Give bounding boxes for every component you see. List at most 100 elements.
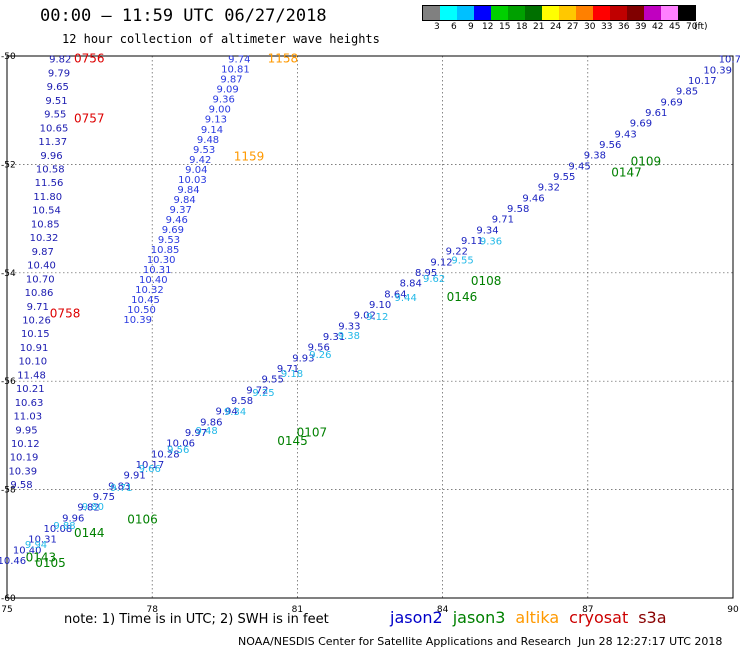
wave-height-label: 10.81 <box>221 65 250 76</box>
legend-swatch <box>423 6 440 20</box>
wave-height-label: 11.80 <box>33 192 62 203</box>
y-tick-label: -58 <box>1 486 16 496</box>
wave-height-label: 9.02 <box>354 311 376 322</box>
wave-height-label: 9.95 <box>15 425 37 436</box>
wave-height-label: 9.34 <box>476 225 498 236</box>
time-label: 0106 <box>127 512 158 526</box>
wave-height-label: 11.48 <box>17 370 46 381</box>
wave-height-label: 9.55 <box>262 375 284 386</box>
wave-height-label: 10.30 <box>147 255 176 266</box>
track-cryosat: 9.82 9.79 9.65 9.51 9.55 10.65 11.37 9.96 10.58 1… <box>8 52 104 491</box>
time-label: 0147 <box>611 166 642 180</box>
wave-height-label: 9.58 <box>231 396 253 407</box>
legend-swatch <box>610 6 627 20</box>
legend-swatch <box>678 6 695 20</box>
legend-swatch <box>559 6 576 20</box>
legend-swatch <box>627 6 644 20</box>
wave-height-label: 9.46 <box>522 193 544 204</box>
legend-swatch <box>542 6 559 20</box>
x-tick-label: 78 <box>146 605 158 615</box>
footer-credit: NOAA/NESDIS Center for Satellite Applica… <box>238 635 572 648</box>
legend-swatch <box>661 6 678 20</box>
wave-height-label: 10.85 <box>151 245 180 256</box>
time-label: 0757 <box>74 111 105 125</box>
wave-height-label: 9.88 <box>53 521 75 532</box>
wave-height-label: 9.71 <box>492 215 514 226</box>
wave-height-label: 9.80 <box>82 502 104 513</box>
page-title: 00:00 – 11:59 UTC 06/27/2018 <box>40 6 327 26</box>
legend-label: 3 <box>434 22 440 32</box>
legend-swatch <box>474 6 491 20</box>
footer-note: note: 1) Time is in UTC; 2) SWH is in fe… <box>64 612 329 627</box>
wave-height-label: 8.95 <box>415 268 437 279</box>
wave-height-label: 10.91 <box>20 343 49 354</box>
wave-height-label: 9.56 <box>308 343 330 354</box>
legend-label: 12 <box>482 22 494 32</box>
wave-height-label: 9.37 <box>170 205 192 216</box>
wave-height-label: 9.45 <box>568 161 590 172</box>
wave-height-label: 10.19 <box>10 453 39 464</box>
track-jason2: 10.7010.3910.179.859.699.619.699.439.569… <box>0 55 740 570</box>
x-tick-label: 84 <box>437 605 449 615</box>
wave-height-label: 9.93 <box>292 353 314 364</box>
legend-label: 27 <box>567 22 579 32</box>
color-legend-labels: 3 6 9 12 15 18 21 24 27 30 33 36 39 42 45 70 (ft) <box>422 22 740 34</box>
wave-height-label: 10.58 <box>36 165 65 176</box>
wave-height-label: 9.94 <box>25 540 47 551</box>
wave-height-label: 9.71 <box>27 302 49 313</box>
plot-frame <box>6 55 734 599</box>
legend-swatch <box>508 6 525 20</box>
wave-height-label: 9.74 <box>228 55 250 66</box>
axis-layer: 75 78 81 84 87 90 -50 -52 -54 -56 -58 -60 <box>1 52 739 615</box>
time-label: 0143 <box>26 550 57 564</box>
wave-height-label: 9.36 <box>480 236 502 247</box>
wave-height-label: 10.21 <box>16 384 45 395</box>
wave-height-label: 9.71 <box>277 364 299 375</box>
wave-height-label: 10.31 <box>28 535 57 546</box>
time-label: 0108 <box>471 274 502 288</box>
wave-height-label: 8.84 <box>400 279 422 290</box>
wave-height-label: 10.26 <box>22 315 51 326</box>
wave-height-label: 10.28 <box>151 449 180 460</box>
legend-label: 15 <box>499 22 511 32</box>
wave-height-label: 9.87 <box>32 247 54 258</box>
satellite-legend-jason2: jason2 <box>390 608 443 627</box>
wave-height-label: 9.44 <box>395 293 417 304</box>
wave-height-label: 9.86 <box>200 417 222 428</box>
wave-height-label: 11.56 <box>35 178 64 189</box>
x-tick-label: 90 <box>727 605 739 615</box>
wave-height-label: 9.69 <box>162 225 184 236</box>
time-label: 1159 <box>234 149 265 163</box>
wave-height-label: 9.56 <box>599 140 621 151</box>
wave-height-label: 9.56 <box>167 445 189 456</box>
wave-height-label: 9.18 <box>281 369 303 380</box>
wave-height-label: 9.38 <box>338 331 360 342</box>
legend-label: 9 <box>468 22 474 32</box>
wave-height-label: 9.96 <box>62 513 84 524</box>
wave-height-label: 9.82 <box>49 55 71 66</box>
wave-height-label: 10.03 <box>178 175 207 186</box>
wave-height-label: 9.53 <box>158 235 180 246</box>
wave-height-label: 10.06 <box>166 439 195 450</box>
legend-swatch <box>440 6 457 20</box>
legend-unit: (ft) <box>694 22 708 32</box>
wave-height-label: 9.91 <box>123 471 145 482</box>
wave-height-label: 9.62 <box>423 274 445 285</box>
wave-height-label: 10.10 <box>18 357 47 368</box>
wave-height-label: 9.48 <box>196 426 218 437</box>
x-tick-label: 81 <box>292 605 303 615</box>
wave-height-label: 9.46 <box>166 215 188 226</box>
time-label: 0109 <box>631 155 662 169</box>
wave-height-label: 9.32 <box>538 183 560 194</box>
wave-height-label: 10.08 <box>44 524 73 535</box>
legend-label: 42 <box>652 22 664 32</box>
wave-height-label: 10.50 <box>127 305 156 316</box>
legend-swatch <box>525 6 542 20</box>
legend-label: 18 <box>516 22 528 32</box>
wave-height-label: 10.32 <box>30 233 59 244</box>
legend-label: 36 <box>618 22 630 32</box>
legend-swatch <box>576 6 593 20</box>
wave-height-label: 9.25 <box>252 388 274 399</box>
wave-height-label: 10.39 <box>703 65 732 76</box>
